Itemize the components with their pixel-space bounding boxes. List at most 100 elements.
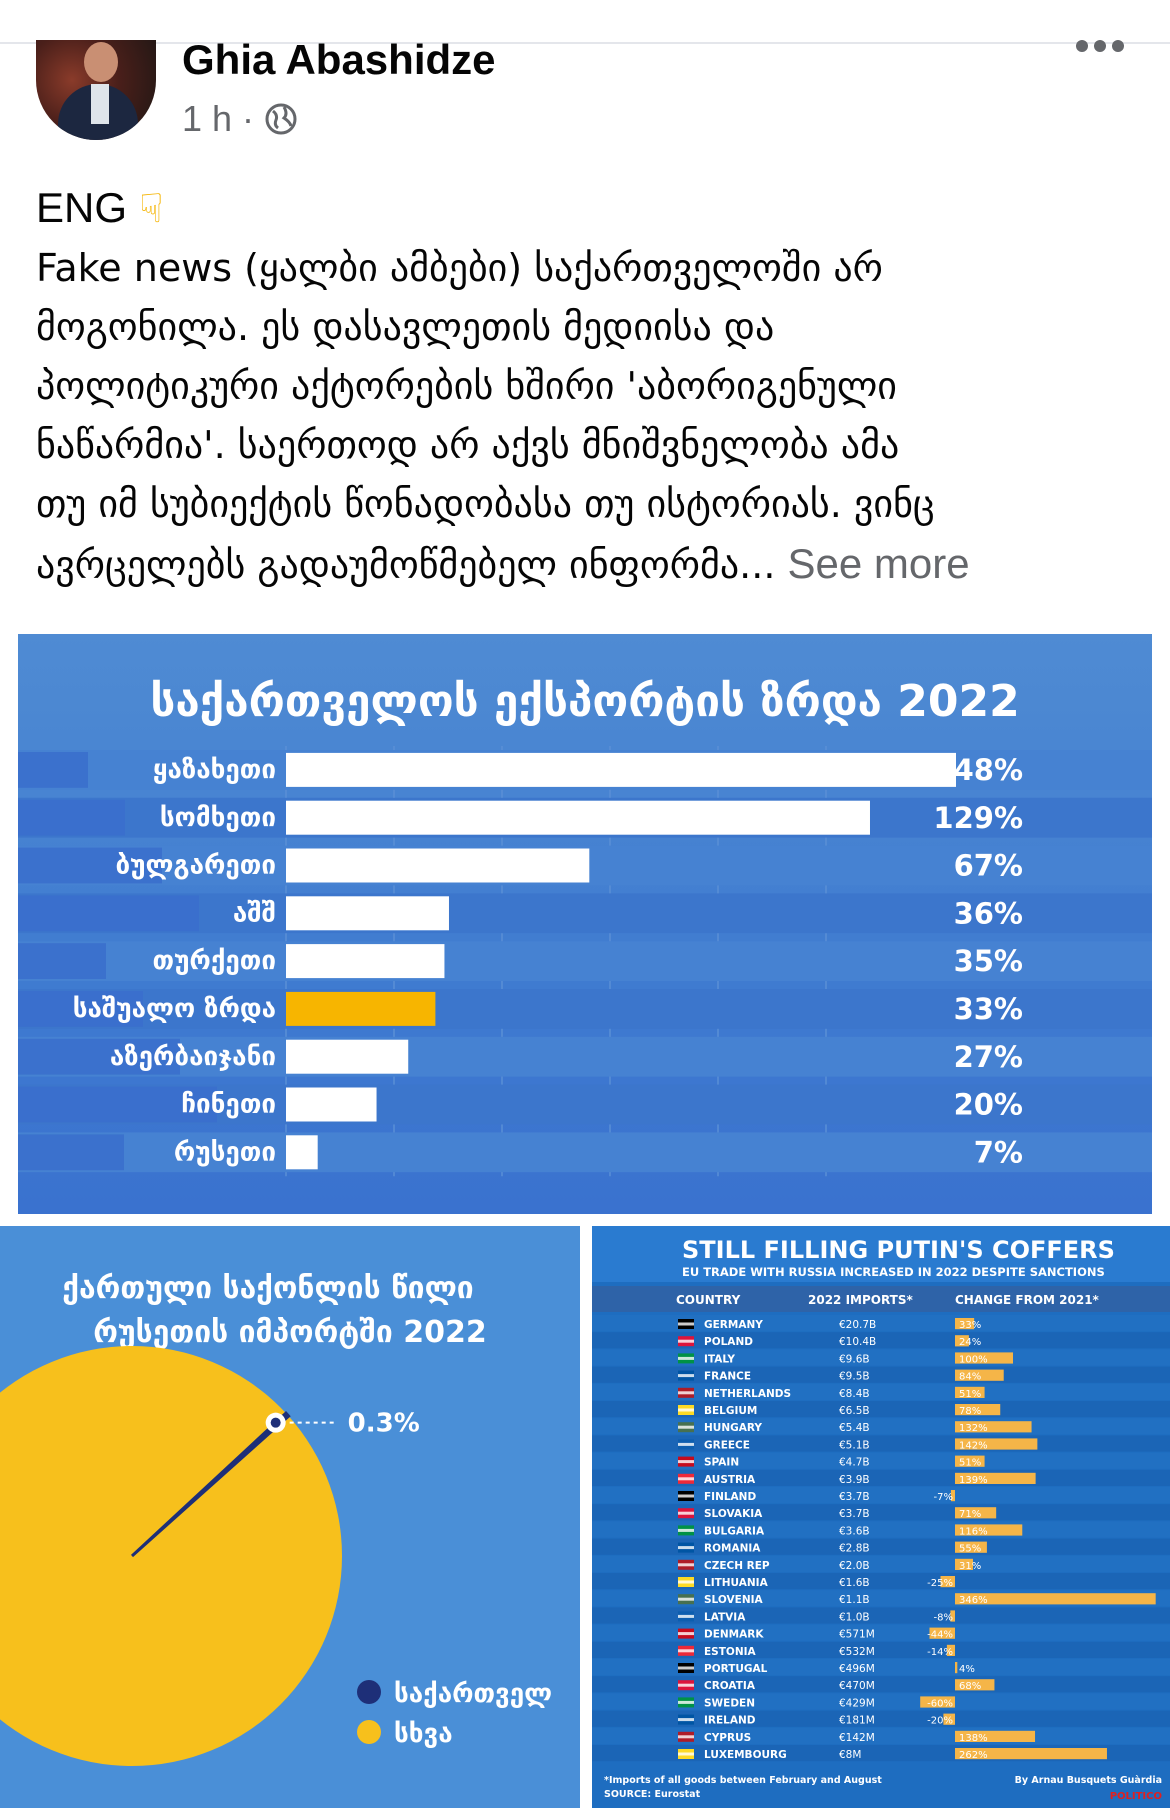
avatar[interactable]	[36, 40, 156, 140]
change-label: 78%	[959, 1406, 981, 1417]
change-bar	[955, 1472, 1036, 1484]
change-bar	[946, 1644, 955, 1656]
country-name: LITHUANIA	[704, 1577, 769, 1589]
label-stub	[18, 943, 106, 979]
change-bar	[943, 1713, 955, 1725]
export-growth-chart: საქართველოს ექსპორტის ზრდა 2022 ყაზახეთი 1…	[18, 676, 1152, 1177]
row-band	[18, 1036, 1152, 1077]
change-label: -20%	[927, 1716, 953, 1727]
country-flag-stripe	[678, 1614, 694, 1618]
category-label: რუსეთი	[174, 1137, 276, 1167]
country-name: NETHERLANDS	[704, 1388, 791, 1400]
value-label: 7%	[974, 1135, 1023, 1169]
country-flag-stripe	[678, 1649, 694, 1653]
country-name: HUNGARY	[704, 1422, 762, 1434]
chart-title: საქართველოს ექსპორტის ზრდა 2022	[150, 676, 1019, 727]
change-bar	[955, 1352, 1013, 1364]
column-header: CHANGE FROM 2021*	[955, 1293, 1100, 1307]
category-label: ჩინეთი	[181, 1090, 276, 1120]
table-row	[592, 1607, 1170, 1624]
change-label: 33%	[959, 1320, 981, 1331]
country-name: POLAND	[704, 1336, 753, 1348]
change-label: 24%	[959, 1337, 981, 1348]
value-label: 148%	[933, 753, 1023, 787]
country-name: PORTUGAL	[704, 1663, 768, 1675]
change-label: 116%	[959, 1526, 988, 1537]
table-footnote: *Imports of all goods between February a…	[604, 1775, 882, 1786]
change-label: 4%	[959, 1664, 975, 1675]
change-label: 51%	[959, 1389, 981, 1400]
change-label: 84%	[959, 1372, 981, 1383]
country-name: BULGARIA	[704, 1525, 765, 1537]
table-row	[592, 1452, 1170, 1469]
change-label: -8%	[934, 1612, 953, 1623]
import-value: €20.7B	[839, 1319, 876, 1331]
country-flag-stripe	[678, 1339, 694, 1343]
export-growth-image[interactable]: საქართველოს ექსპორტის ზრდა 2022 ყაზახეთი 1…	[0, 634, 1170, 1214]
import-value: €571M	[839, 1629, 875, 1641]
see-more-link[interactable]: See more	[787, 540, 970, 587]
bar	[286, 944, 445, 979]
post-time[interactable]: 1 h ·	[182, 98, 255, 139]
country-name: CROATIA	[704, 1680, 756, 1692]
more-options-icon[interactable]	[1076, 40, 1124, 52]
table-row	[592, 1401, 1170, 1418]
label-stub	[18, 1038, 180, 1075]
annotation-marker-dot	[270, 1417, 281, 1428]
category-label: ყაზახეთი	[153, 755, 276, 785]
country-flag-stripe	[678, 1374, 694, 1378]
change-label: -60%	[927, 1698, 953, 1709]
import-value: €3.7B	[839, 1508, 870, 1520]
change-bar	[955, 1404, 1001, 1416]
change-bar	[955, 1679, 995, 1691]
post-text: ENG ☟ Fake news (ყალბი ამბები) საქართველ…	[36, 178, 1146, 595]
value-label: 35%	[954, 944, 1023, 978]
bar	[286, 752, 956, 787]
top-divider	[0, 42, 1170, 44]
import-value: €1.0B	[839, 1611, 870, 1623]
country-flag-stripe	[678, 1391, 694, 1395]
import-value: €4.7B	[839, 1457, 870, 1469]
column-header: 2022 IMPORTS*	[808, 1293, 914, 1307]
legend-swatch	[357, 1680, 381, 1704]
import-value: €6.5B	[839, 1405, 870, 1417]
table-row	[592, 1676, 1170, 1693]
pie-slice	[130, 1411, 291, 1558]
chart-title-line: ქართული საქონლის წილი	[62, 1271, 473, 1306]
country-flag-stripe	[678, 1356, 694, 1360]
post-line: ავრცელებს გადაუმოწმებელ ინფორმა...	[36, 543, 776, 587]
globe-icon[interactable]	[264, 102, 298, 136]
author-name[interactable]: Ghia Abashidze	[182, 36, 496, 83]
import-value: €5.4B	[839, 1422, 870, 1434]
table-row	[592, 1710, 1170, 1727]
value-label: 129%	[933, 801, 1023, 835]
label-stub	[18, 1134, 124, 1171]
post-line: ნაწარმია'. საერთოდ არ აქვს მნიშვნელობა ა…	[36, 423, 900, 467]
label-stub	[18, 799, 125, 836]
country-flag-stripe	[678, 1632, 694, 1636]
value-label: 67%	[954, 849, 1023, 883]
country-name: SLOVAKIA	[704, 1508, 763, 1520]
import-value: €3.9B	[839, 1474, 870, 1486]
table-source: SOURCE: Eurostat	[604, 1789, 701, 1800]
change-bar	[929, 1627, 955, 1639]
label-stub	[18, 752, 88, 788]
column-header-band	[592, 1286, 1170, 1312]
table-row	[592, 1349, 1170, 1366]
russia-import-share-image[interactable]: ქართული საქონლის წილი რუსეთის იმპორტში 20…	[0, 1226, 580, 1808]
change-label: 132%	[959, 1423, 988, 1434]
import-value: €1.6B	[839, 1577, 870, 1589]
bar	[286, 896, 449, 931]
post-line: Fake news (ყალბი ამბები) საქართველოში არ	[36, 246, 883, 290]
bar	[286, 1039, 409, 1074]
change-bar	[950, 1490, 955, 1502]
import-value: €470M	[839, 1680, 875, 1692]
import-value: €9.5B	[839, 1371, 870, 1383]
country-flag-stripe	[678, 1425, 694, 1429]
russia-import-share-chart: ქართული საქონლის წილი რუსეთის იმპორტში 20…	[0, 1226, 580, 1808]
table-row	[592, 1659, 1170, 1676]
value-label: 27%	[954, 1040, 1023, 1074]
eu-trade-russia-image[interactable]: STILL FILLING PUTIN'S COFFERS EU TRADE WI…	[592, 1226, 1170, 1808]
change-label: 139%	[959, 1475, 988, 1486]
country-flag-stripe	[678, 1683, 694, 1687]
